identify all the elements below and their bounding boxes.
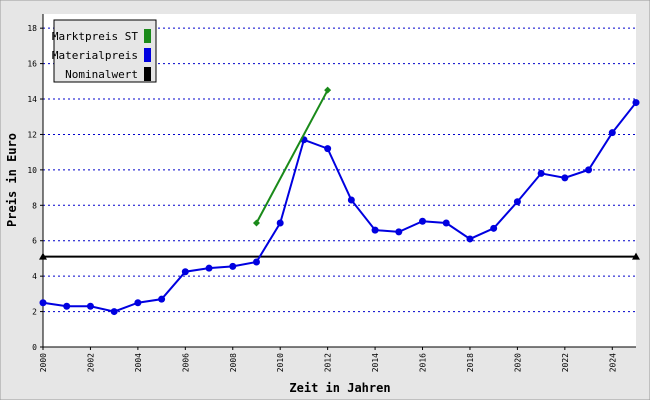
x-tick-label: 2002 <box>86 353 95 372</box>
point <box>86 302 94 310</box>
point <box>110 308 118 316</box>
y-tick-label: 4 <box>32 272 37 281</box>
y-tick-label: 16 <box>27 60 37 69</box>
x-tick-label: 2016 <box>419 353 428 372</box>
legend-swatch <box>144 29 151 43</box>
legend-swatch <box>144 48 151 62</box>
x-tick-label: 2018 <box>466 353 475 372</box>
x-tick-label: 2020 <box>513 353 522 372</box>
point <box>205 264 213 272</box>
legend-label: Marktpreis ST <box>52 30 138 43</box>
point <box>442 219 450 227</box>
x-tick-label: 2008 <box>229 353 238 372</box>
legend-box <box>53 19 157 83</box>
point <box>490 224 498 232</box>
point <box>632 99 640 107</box>
point <box>585 166 593 174</box>
point <box>561 174 569 182</box>
point <box>513 198 521 206</box>
y-tick-label: 8 <box>32 201 37 210</box>
y-tick-label: 12 <box>27 130 37 139</box>
x-tick-label: 2012 <box>324 353 333 372</box>
y-tick-label: 6 <box>32 237 37 246</box>
legend-label: Nominalwert <box>65 68 138 81</box>
point <box>537 169 545 177</box>
y-axis-label: Preis in Euro <box>5 133 19 227</box>
y-tick-label: 14 <box>27 95 37 104</box>
x-tick-label: 2024 <box>608 353 617 372</box>
legend-swatch <box>144 67 151 81</box>
y-tick-label: 0 <box>32 343 37 352</box>
point <box>324 145 332 153</box>
x-tick-label: 2010 <box>276 353 285 372</box>
line <box>42 101 637 313</box>
legend-label: Materialpreis <box>52 49 138 62</box>
x-tick-label: 2006 <box>181 353 190 372</box>
point <box>632 252 640 260</box>
point <box>39 252 47 260</box>
point <box>395 228 403 236</box>
point <box>229 262 237 270</box>
x-axis-label: Zeit in Jahren <box>289 381 390 395</box>
point <box>63 302 71 310</box>
x-tick-label: 2000 <box>39 353 48 372</box>
line <box>255 89 329 224</box>
point <box>419 217 427 225</box>
x-tick-label: 2014 <box>371 353 380 372</box>
y-tick-label: 2 <box>32 308 37 317</box>
y-tick-label: 18 <box>27 24 37 33</box>
point <box>134 299 142 307</box>
point <box>158 295 166 303</box>
y-tick-label: 10 <box>27 166 37 175</box>
point <box>252 219 260 227</box>
point <box>181 268 189 276</box>
point <box>608 129 616 137</box>
point <box>324 86 332 94</box>
point <box>276 219 284 227</box>
x-tick-label: 2004 <box>134 353 143 372</box>
point <box>371 226 379 234</box>
point <box>347 196 355 204</box>
point <box>252 258 260 266</box>
x-tick-label: 2022 <box>561 353 570 372</box>
point <box>39 299 47 307</box>
point <box>466 235 474 243</box>
